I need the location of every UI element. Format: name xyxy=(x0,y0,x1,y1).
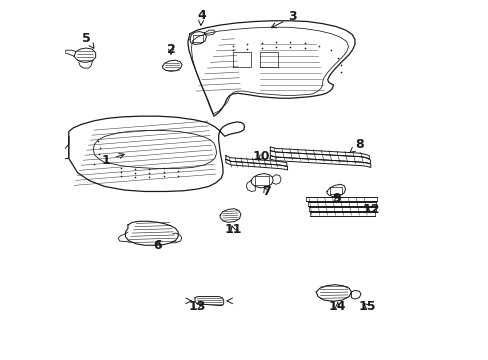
Text: 1: 1 xyxy=(102,153,124,167)
Text: 4: 4 xyxy=(197,9,205,26)
Text: 12: 12 xyxy=(362,203,380,216)
Text: 11: 11 xyxy=(224,223,241,236)
Text: 3: 3 xyxy=(271,10,297,28)
Text: 14: 14 xyxy=(328,300,346,313)
Text: 2: 2 xyxy=(166,42,175,55)
Text: 7: 7 xyxy=(261,185,270,198)
Text: 13: 13 xyxy=(188,300,205,313)
Text: 6: 6 xyxy=(153,239,162,252)
Text: 10: 10 xyxy=(252,150,270,163)
Text: 8: 8 xyxy=(349,138,363,153)
Text: 9: 9 xyxy=(332,192,341,205)
Text: 5: 5 xyxy=(82,32,94,48)
Text: 15: 15 xyxy=(358,300,375,313)
